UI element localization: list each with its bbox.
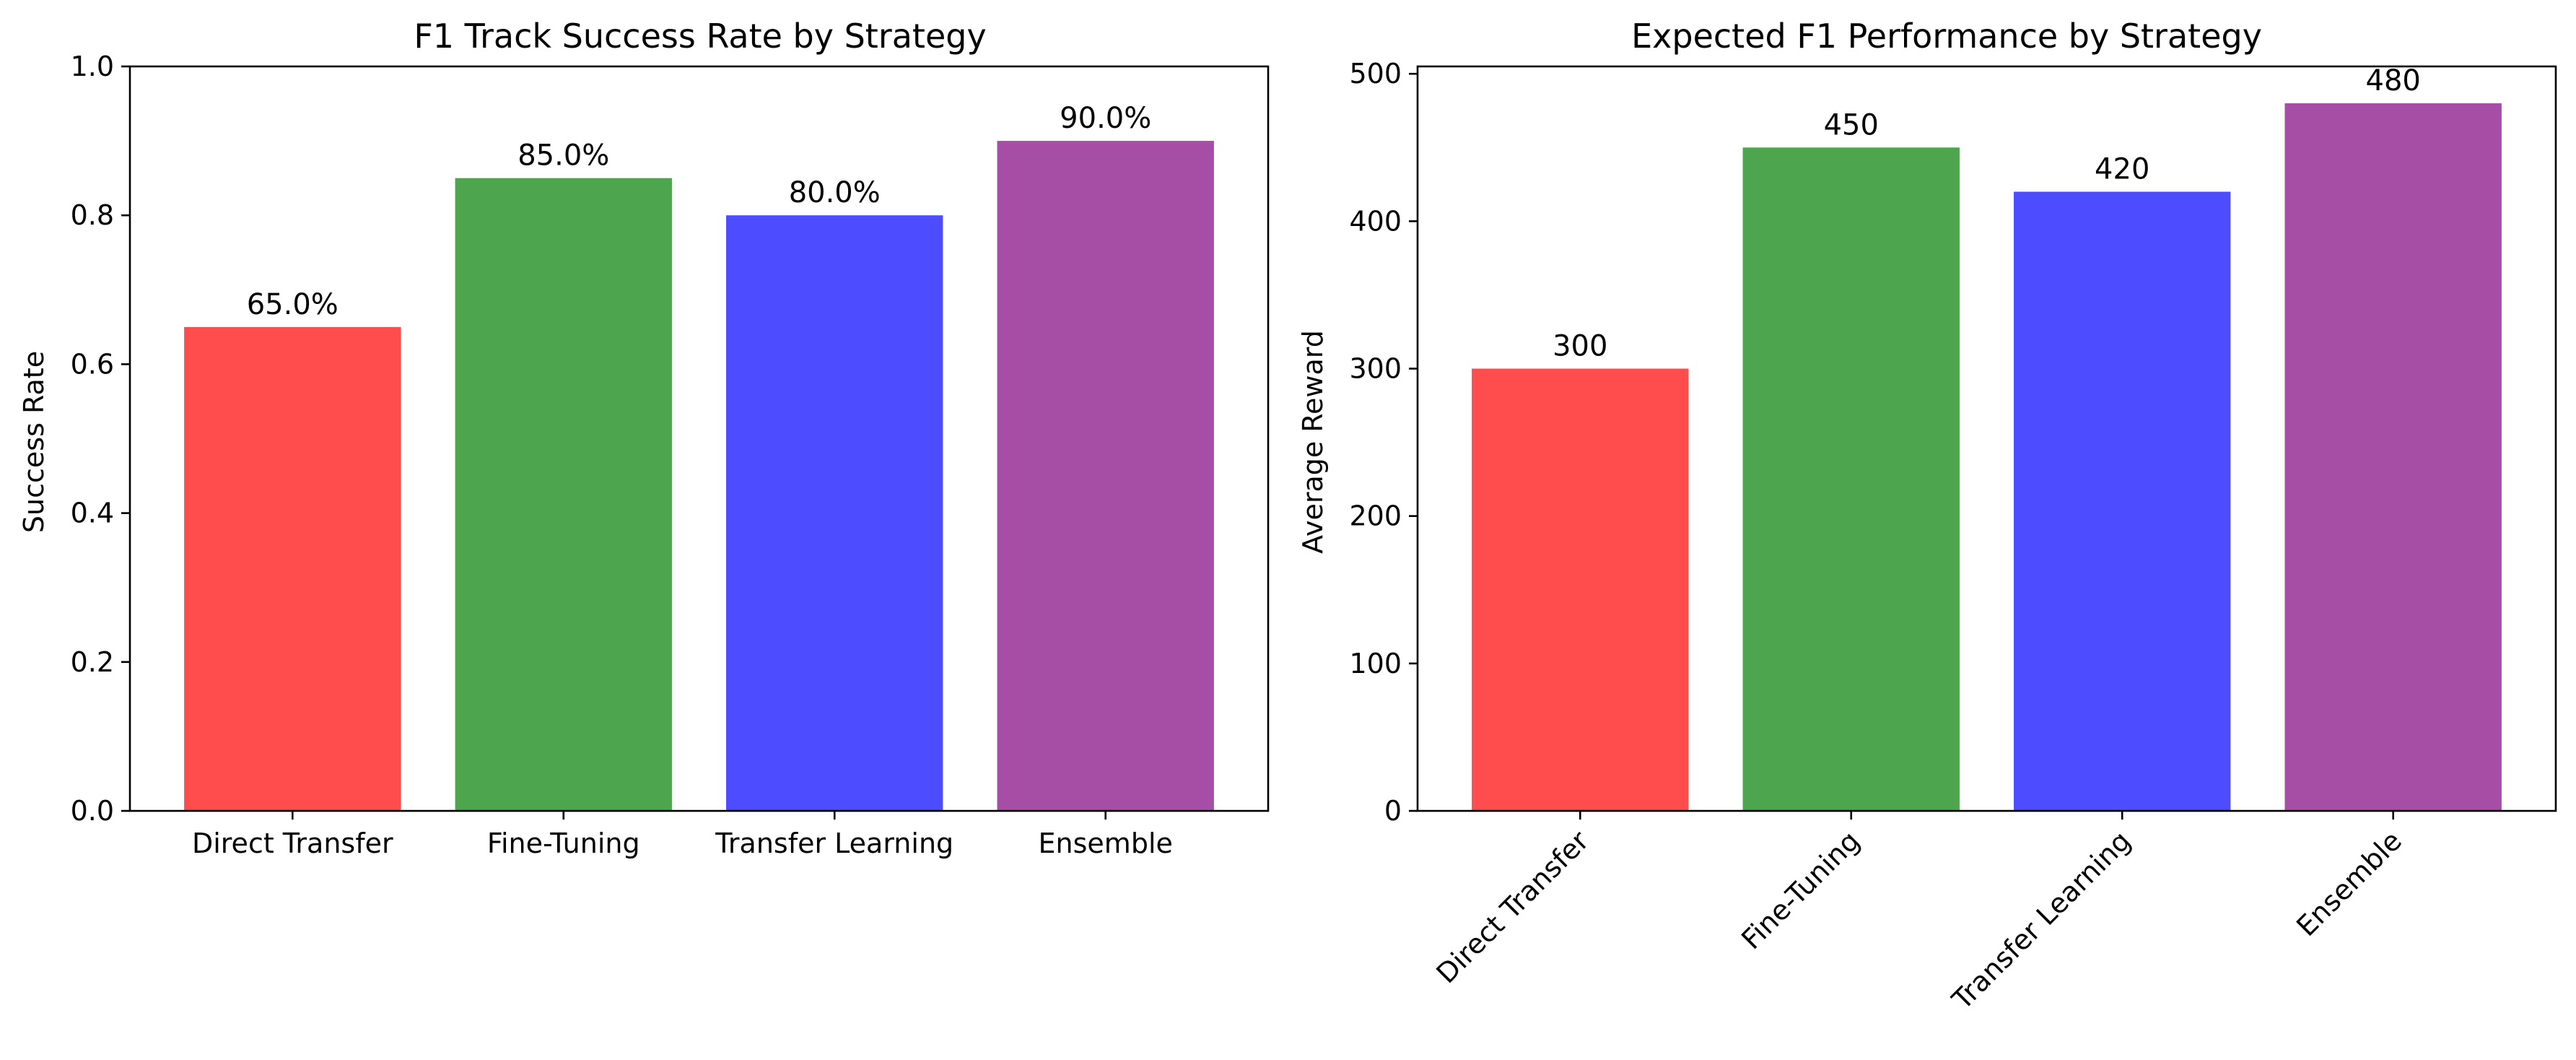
bar-direct-transfer xyxy=(1472,368,1689,811)
bar-value-label: 480 xyxy=(2366,64,2421,97)
bar-fine-tuning xyxy=(1742,147,1960,812)
bar-transfer-learning xyxy=(2014,191,2231,811)
y-tick-label: 200 xyxy=(1349,500,1402,532)
y-axis-label: Success Rate xyxy=(18,351,50,533)
plot-frame xyxy=(128,65,1270,812)
chart-title: Expected F1 Performance by Strategy xyxy=(1631,17,2262,56)
bar-value-label: 450 xyxy=(1824,108,1879,142)
bar-transfer-learning xyxy=(726,215,943,811)
bar-value-labels: 65.0% 85.0% 80.0% 90.0% xyxy=(247,102,1152,321)
y-tick-label: 0.4 xyxy=(71,498,114,529)
y-tick-label: 0.8 xyxy=(71,199,114,231)
y-tick-label: 0.0 xyxy=(71,795,114,827)
x-tick-label: Ensemble xyxy=(1039,827,1173,859)
bar-value-label: 85.0% xyxy=(518,139,609,173)
y-tick-label: 500 xyxy=(1349,58,1402,90)
y-tick-label: 300 xyxy=(1349,353,1402,385)
y-tick-label: 0.2 xyxy=(71,646,114,678)
bar-direct-transfer xyxy=(184,326,401,812)
x-tick-label: Direct Transfer xyxy=(192,827,393,859)
y-axis-label: Average Reward xyxy=(1297,330,1329,554)
bars xyxy=(184,141,1214,812)
bar-value-label: 300 xyxy=(1553,330,1607,363)
y-tick-label: 0.6 xyxy=(71,348,114,380)
x-tick-label: Transfer Learning xyxy=(715,827,953,859)
y-axis-ticks: 0.0 0.2 0.4 0.6 0.8 1.0 xyxy=(71,51,130,827)
bar-value-label: 90.0% xyxy=(1060,102,1151,135)
y-tick-label: 400 xyxy=(1349,205,1402,237)
y-tick-label: 100 xyxy=(1349,648,1402,679)
chart-success-rate: F1 Track Success Rate by Strategy Succes… xyxy=(18,17,1270,859)
bar-ensemble xyxy=(2284,103,2502,811)
bar-value-label: 420 xyxy=(2095,153,2149,186)
plot-frame xyxy=(1416,65,2557,812)
x-axis-ticks: Direct Transfer Fine-Tuning Transfer Learn… xyxy=(192,811,1173,859)
bar-value-labels: 300 450 420 480 xyxy=(1553,64,2421,362)
bar-ensemble xyxy=(997,141,1214,812)
y-axis-ticks: 0 100 200 300 400 500 xyxy=(1349,58,1418,827)
bar-value-label: 80.0% xyxy=(789,176,881,209)
y-tick-label: 0 xyxy=(1384,795,1402,827)
bar-value-label: 65.0% xyxy=(247,288,339,321)
bars xyxy=(1472,103,2502,812)
bar-fine-tuning xyxy=(455,178,672,811)
chart-title: F1 Track Success Rate by Strategy xyxy=(414,17,986,56)
x-tick-label: Fine-Tuning xyxy=(487,827,640,859)
y-tick-label: 1.0 xyxy=(71,51,114,82)
